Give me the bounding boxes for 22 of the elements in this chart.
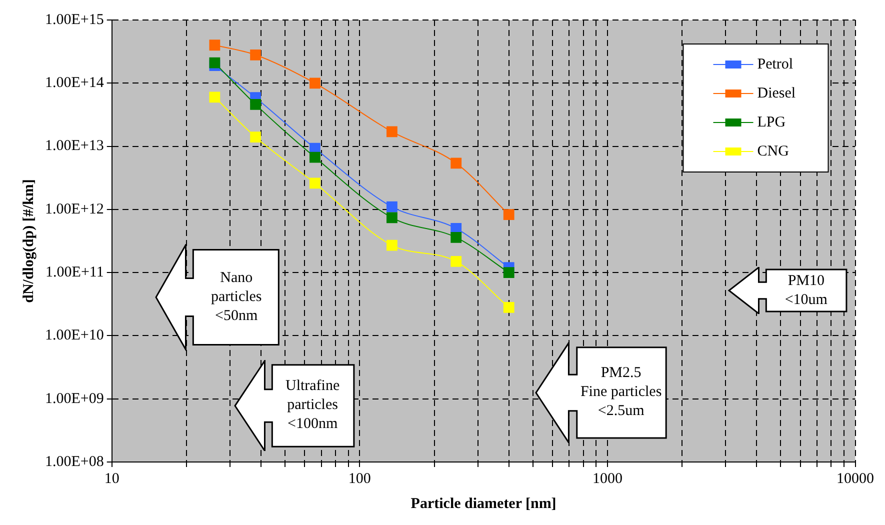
annotation: Nano particles <50nm (210, 268, 263, 326)
legend-label: Diesel (757, 85, 796, 102)
y-tick-label: 1.00E+09 (44, 390, 104, 407)
legend-label: Petrol (757, 56, 794, 72)
annotation: PM2.5 Fine particles <2.5um (579, 364, 663, 421)
y-tick-label: 1.00E+08 (44, 454, 104, 470)
x-tick-label: 10000 (836, 470, 874, 487)
legend-label: LPG (757, 114, 786, 130)
y-tick-label: 1.00E+12 (44, 201, 104, 218)
y-axis-title: dN/dlog(dp) [#/km] (20, 179, 37, 303)
x-tick-label: 1000 (592, 470, 622, 487)
x-axis-title: Particle diameter [nm] (410, 496, 556, 512)
x-tick-label: 100 (348, 470, 371, 487)
y-tick-label: 1.00E+10 (44, 328, 104, 344)
y-tick-label: 1.00E+11 (46, 264, 104, 281)
y-tick-label: 1.00E+15 (44, 12, 104, 28)
annotation: Ultrafine particles <100nm (284, 377, 341, 434)
y-tick-label: 1.00E+14 (44, 75, 104, 92)
annotation: PM10 <10um (784, 272, 828, 310)
legend-label: CNG (757, 143, 790, 160)
y-tick-label: 1.00E+13 (44, 138, 104, 154)
x-tick-label: 10 (104, 470, 120, 487)
